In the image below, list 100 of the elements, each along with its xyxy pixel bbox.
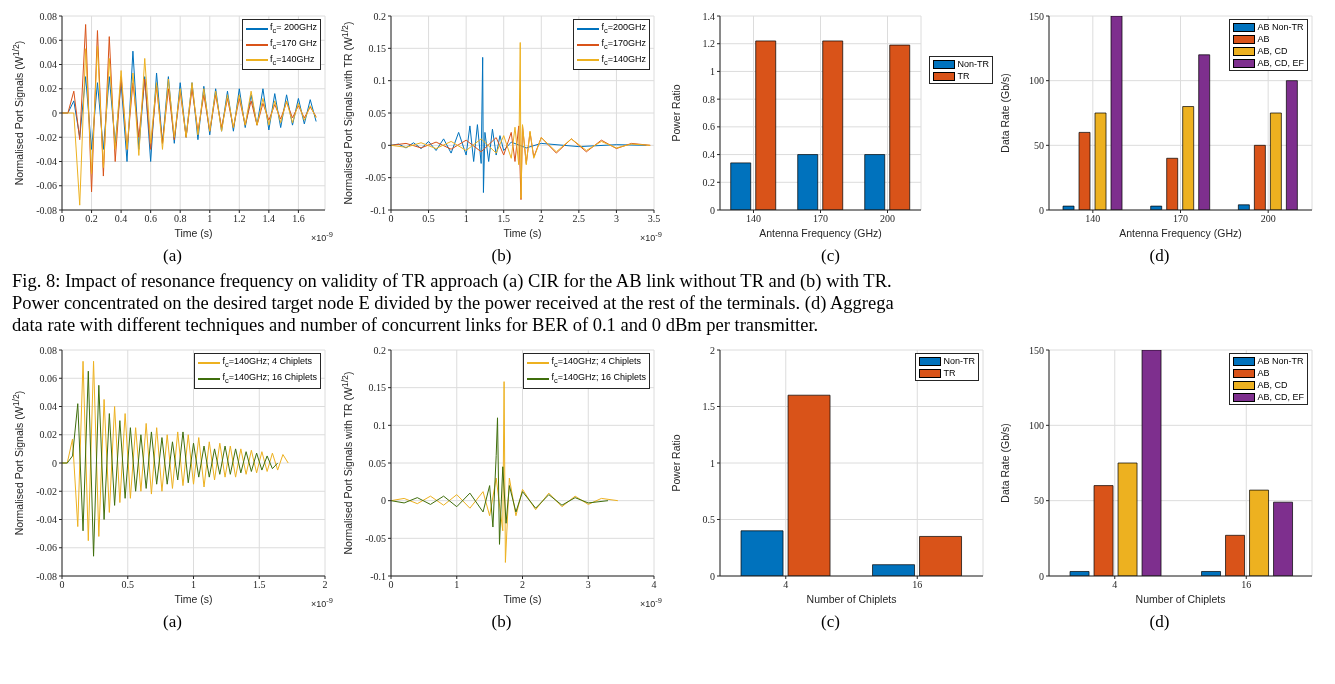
bar — [1094, 112, 1107, 210]
y-tick-label: -0.04 — [36, 514, 57, 526]
y-tick-label: 0.2 — [702, 176, 715, 188]
y-tick-label: 0 — [1039, 204, 1044, 216]
y-axis-title: Power Ratio — [670, 434, 682, 492]
x-tick-label: 0.4 — [114, 213, 128, 225]
y-tick-label: 0.04 — [39, 401, 57, 413]
legend-label: f$_{c}$=140GHz; 16 Chiplets — [222, 370, 317, 387]
legend-label: AB, CD, EF — [1257, 57, 1304, 69]
x-tick-label: 2.5 — [572, 213, 586, 225]
text: (d) — [1148, 611, 1171, 633]
bar — [1093, 485, 1114, 576]
text: ×10$^{-9}$ — [311, 230, 333, 243]
y-tick-label: 100 — [1029, 419, 1044, 431]
x-tick-label: 3.5 — [647, 213, 661, 225]
text: ×10$^{-9}$ — [640, 596, 662, 609]
y-tick-label: 0.05 — [368, 107, 386, 119]
x-tick-label: 2 — [538, 213, 544, 225]
legend-label: AB Non-TR — [1257, 355, 1304, 367]
y-tick-label: -0.1 — [370, 204, 386, 216]
x-tick-label: 2 — [322, 579, 328, 591]
bar — [864, 154, 886, 210]
legend-label: AB, CD, EF — [1257, 391, 1304, 403]
x-tick-label: 4 — [1112, 579, 1118, 591]
y-tick-label: -0.1 — [370, 570, 386, 582]
bar — [1117, 462, 1138, 576]
bar — [1166, 157, 1179, 210]
bar — [822, 40, 844, 210]
bar — [1254, 144, 1266, 210]
y-tick-label: 0.5 — [702, 514, 715, 526]
x-tick-label: 140 — [1085, 213, 1101, 225]
x-tick-label: 0.5 — [121, 579, 134, 591]
text: (c) — [820, 245, 841, 267]
legend-label: AB — [1257, 33, 1270, 45]
x-tick-label: 0.8 — [173, 213, 187, 225]
x-tick-label: 3 — [613, 213, 619, 225]
y-tick-label: 1.4 — [702, 10, 715, 22]
y-tick-label: 0.06 — [39, 372, 57, 384]
legend-label: Non-TR — [943, 355, 975, 367]
bar — [919, 536, 962, 576]
y-axis-title: Data Rate (Gb/s) — [999, 73, 1011, 153]
x-axis-title: Time (s) — [503, 593, 542, 605]
y-tick-label: 0.04 — [39, 59, 57, 71]
y-tick-label: 1 — [710, 457, 715, 469]
x-tick-label: 0.2 — [85, 213, 98, 225]
y-tick-label: 1.5 — [702, 401, 715, 413]
x-tick-label: 1 — [463, 213, 469, 225]
legend-label: f$_{c}$=140GHz; 16 Chiplets — [551, 370, 646, 387]
x-axis-title: Antenna Frequency (GHz) — [1118, 227, 1243, 239]
y-tick-label: 0.1 — [373, 419, 386, 431]
bar — [872, 564, 915, 576]
y-tick-label: 1 — [710, 65, 715, 77]
x-axis-title: Time (s) — [503, 227, 542, 239]
bar — [1182, 106, 1195, 210]
y-tick-label: -0.08 — [36, 570, 57, 582]
legend-label: f$_{c}$=170 GHz — [269, 36, 317, 53]
x-tick-label: 1 — [191, 579, 196, 591]
line-series — [62, 45, 317, 206]
y-tick-label: 0.02 — [39, 429, 57, 441]
x-tick-label: 4 — [651, 579, 657, 591]
x-tick-label: 170 — [813, 213, 828, 225]
y-tick-label: -0.05 — [365, 172, 386, 184]
x-axis-title: Time (s) — [174, 593, 213, 605]
bar — [1286, 80, 1298, 210]
caption: Fig. 8: Impact of resonance frequency on validity of TR approach (a) CIR for the AB link without TR and (b) with TR. — [12, 270, 893, 292]
x-tick-label: 16 — [912, 579, 923, 591]
x-tick-label: 1 — [454, 579, 460, 591]
legend-label: f$_{c}$= 200GHz — [269, 21, 317, 37]
y-tick-label: 1.2 — [702, 38, 715, 50]
text: data rate with different techniques and number of concurrent links for BER of 0.1 and 0 dBm per transmitter. — [12, 314, 820, 336]
legend-label: f$_{c}$=140GHz; 4 Chiplets — [551, 355, 641, 371]
line-series — [391, 381, 619, 563]
x-tick-label: 1.4 — [262, 213, 276, 225]
legend-label: TR — [957, 70, 970, 82]
text: (b) — [490, 245, 513, 267]
text: (d) — [1148, 245, 1171, 267]
bar — [730, 162, 752, 210]
x-tick-label: 1.5 — [497, 213, 510, 225]
y-tick-label: 0 — [710, 570, 715, 582]
bar — [1225, 534, 1245, 576]
y-tick-label: -0.06 — [36, 180, 57, 192]
y-tick-label: 0.4 — [702, 149, 715, 161]
x-tick-label: 1 — [207, 213, 213, 225]
text: (b) — [490, 611, 513, 633]
x-tick-label: 4 — [783, 579, 789, 591]
bar — [1062, 205, 1075, 210]
bar — [1249, 489, 1269, 576]
legend-label: f$_{c}$=140GHz; 4 Chiplets — [222, 355, 312, 371]
bar — [1198, 54, 1211, 210]
y-tick-label: 100 — [1029, 75, 1044, 87]
text: Power concentrated on the desired target node E divided by the power received at the rest of the terminals. (d) Aggrega — [12, 292, 895, 314]
x-tick-label: 200 — [880, 213, 895, 225]
bar — [797, 154, 819, 210]
y-tick-label: 0.06 — [39, 34, 57, 46]
y-tick-label: 0.08 — [39, 10, 57, 22]
y-tick-label: 0.15 — [368, 42, 386, 54]
y-tick-label: 0 — [52, 457, 57, 469]
text: ×10$^{-9}$ — [311, 596, 333, 609]
bar — [740, 530, 784, 576]
x-axis-title: Number of Chiplets — [1134, 593, 1227, 605]
